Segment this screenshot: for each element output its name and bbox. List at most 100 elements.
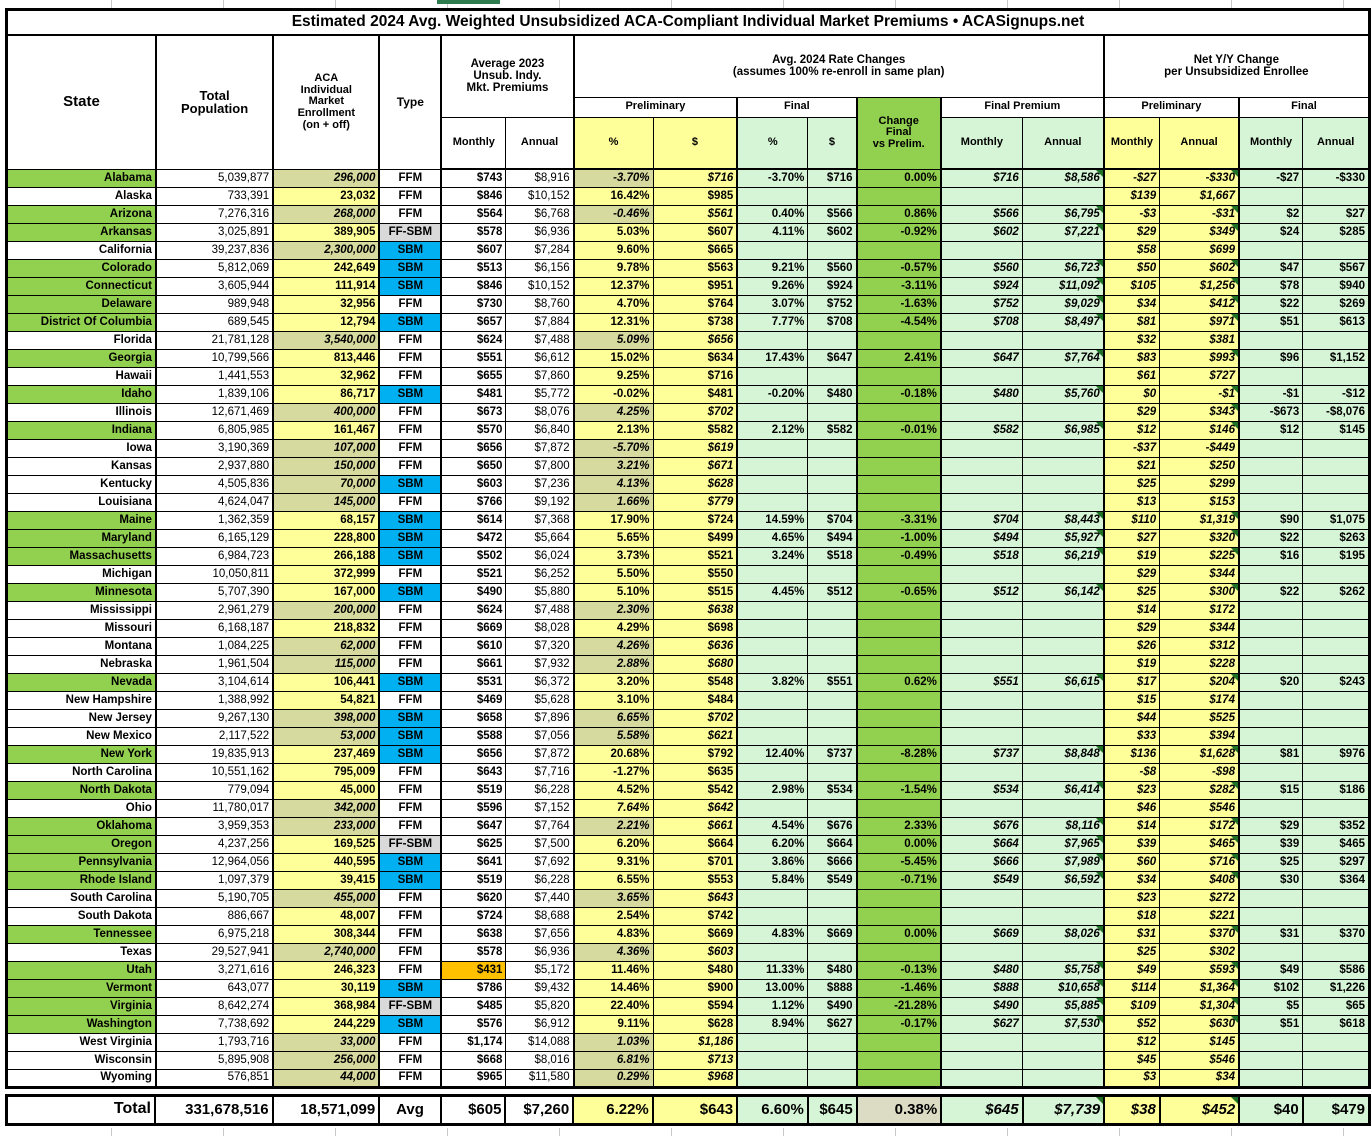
cell-enrollment[interactable]: 44,000 (272, 1068, 380, 1088)
cell-state[interactable]: South Dakota (5, 906, 157, 926)
cell-net-prelim-monthly[interactable]: $136 (1102, 744, 1161, 764)
cell-net-prelim-monthly[interactable]: $34 (1102, 870, 1161, 890)
cell-exchange-type[interactable]: Avg (378, 1094, 442, 1125)
cell-net-prelim-annual[interactable]: $204 (1159, 672, 1240, 692)
cell-2023-monthly-premium[interactable]: $485 (440, 996, 507, 1016)
cell-prelim-rate-usd[interactable]: $515 (652, 582, 738, 602)
cell-prelim-rate-usd[interactable]: $764 (652, 294, 738, 314)
cell-net-prelim-annual[interactable]: $34 (1159, 1068, 1240, 1088)
cell-final-premium-monthly[interactable]: $669 (939, 924, 1023, 944)
cell-state[interactable]: New Jersey (5, 708, 157, 728)
cell-net-final-annual[interactable] (1302, 492, 1370, 512)
cell-final-premium-monthly[interactable] (939, 798, 1023, 818)
cell-state[interactable]: New Hampshire (5, 690, 157, 710)
cell-final-premium-annual[interactable]: $6,723 (1021, 258, 1105, 278)
cell-final-premium-annual[interactable] (1021, 240, 1105, 260)
cell-net-prelim-annual[interactable]: $300 (1159, 582, 1240, 602)
cell-final-rate-usd[interactable] (807, 636, 858, 656)
cell-final-premium-annual[interactable]: $6,615 (1021, 672, 1105, 692)
cell-final-rate-pct[interactable]: 4.83% (736, 924, 809, 944)
cell-enrollment[interactable]: 45,000 (272, 780, 380, 800)
cell-prelim-rate-pct[interactable]: 3.10% (572, 690, 654, 710)
cell-final-rate-usd[interactable] (807, 600, 858, 620)
cell-prelim-rate-usd[interactable]: $484 (652, 690, 738, 710)
cell-final-rate-pct[interactable]: 1.12% (736, 996, 809, 1016)
cell-net-final-annual[interactable]: $1,075 (1302, 510, 1370, 530)
cell-enrollment[interactable]: 233,000 (272, 816, 380, 836)
header-net-prelim-monthly[interactable]: Monthly (1102, 116, 1161, 170)
cell-exchange-type[interactable]: FFM (378, 492, 442, 512)
cell-final-rate-usd[interactable]: $708 (807, 312, 858, 332)
cell-net-prelim-monthly[interactable]: $31 (1102, 924, 1161, 944)
cell-2023-monthly-premium[interactable]: $661 (440, 654, 507, 674)
cell-change-final-vs-prelim[interactable]: -0.65% (855, 582, 942, 602)
cell-final-premium-monthly[interactable] (939, 600, 1023, 620)
cell-net-final-annual[interactable] (1302, 186, 1370, 206)
cell-net-prelim-annual[interactable]: -$31 (1159, 204, 1240, 224)
cell-net-prelim-annual[interactable]: $1,304 (1159, 996, 1240, 1016)
cell-prelim-rate-usd[interactable]: $779 (652, 492, 738, 512)
cell-2023-monthly-premium[interactable]: $724 (440, 906, 507, 926)
cell-final-premium-annual[interactable]: $6,592 (1021, 870, 1105, 890)
cell-change-final-vs-prelim[interactable] (855, 618, 942, 638)
cell-2023-monthly-premium[interactable]: $668 (440, 1050, 507, 1070)
cell-net-prelim-annual[interactable]: $172 (1159, 816, 1240, 836)
cell-prelim-rate-usd[interactable]: $968 (652, 1068, 738, 1088)
cell-final-premium-monthly[interactable]: $518 (939, 546, 1023, 566)
cell-net-prelim-annual[interactable]: $1,319 (1159, 510, 1240, 530)
cell-prelim-rate-pct[interactable]: 6.81% (572, 1050, 654, 1070)
cell-net-final-monthly[interactable] (1237, 942, 1304, 962)
cell-net-prelim-monthly[interactable]: $25 (1102, 582, 1161, 602)
cell-final-rate-usd[interactable] (807, 690, 858, 710)
cell-net-final-monthly[interactable]: $47 (1237, 258, 1304, 278)
cell-net-prelim-monthly[interactable]: $19 (1102, 546, 1161, 566)
cell-prelim-rate-pct[interactable]: 2.21% (572, 816, 654, 836)
cell-net-prelim-monthly[interactable]: $139 (1102, 186, 1161, 206)
cell-population[interactable]: 12,964,056 (154, 852, 274, 872)
cell-change-final-vs-prelim[interactable] (855, 600, 942, 620)
cell-enrollment[interactable]: 256,000 (272, 1050, 380, 1070)
cell-prelim-rate-usd[interactable]: $900 (652, 978, 738, 998)
cell-final-premium-monthly[interactable]: $566 (939, 204, 1023, 224)
cell-net-final-annual[interactable] (1302, 906, 1370, 926)
cell-net-final-annual[interactable]: $195 (1302, 546, 1370, 566)
cell-final-premium-monthly[interactable] (939, 1050, 1023, 1070)
cell-change-final-vs-prelim[interactable]: -8.28% (855, 744, 942, 764)
cell-prelim-rate-usd[interactable]: $542 (652, 780, 738, 800)
cell-change-final-vs-prelim[interactable] (855, 798, 942, 818)
cell-net-final-monthly[interactable] (1237, 636, 1304, 656)
cell-prelim-rate-usd[interactable]: $701 (652, 852, 738, 872)
cell-prelim-rate-usd[interactable]: $664 (652, 834, 738, 854)
cell-net-final-monthly[interactable] (1237, 600, 1304, 620)
cell-final-rate-pct[interactable]: 3.86% (736, 852, 809, 872)
cell-exchange-type[interactable]: FFM (378, 168, 442, 188)
cell-final-rate-usd[interactable]: $664 (807, 834, 858, 854)
cell-net-prelim-annual[interactable]: $602 (1159, 258, 1240, 278)
cell-final-rate-usd[interactable] (807, 618, 858, 638)
cell-final-rate-pct[interactable]: 7.77% (736, 312, 809, 332)
cell-final-rate-pct[interactable]: 6.20% (736, 834, 809, 854)
cell-2023-monthly-premium[interactable]: $610 (440, 636, 507, 656)
cell-exchange-type[interactable]: FFM (378, 438, 442, 458)
cell-exchange-type[interactable]: SBM (378, 384, 442, 404)
cell-2023-annual-premium[interactable]: $8,760 (505, 294, 575, 314)
cell-final-premium-annual[interactable] (1021, 1050, 1105, 1070)
cell-net-final-annual[interactable]: $364 (1302, 870, 1370, 890)
header-preliminary-group[interactable]: Preliminary (572, 96, 738, 118)
cell-final-premium-monthly[interactable] (939, 492, 1023, 512)
cell-2023-annual-premium[interactable]: $10,152 (505, 186, 575, 206)
cell-final-rate-pct[interactable] (736, 726, 809, 746)
cell-final-rate-pct[interactable]: -0.20% (736, 384, 809, 404)
cell-exchange-type[interactable]: SBM (378, 852, 442, 872)
cell-net-final-annual[interactable]: $976 (1302, 744, 1370, 764)
cell-net-prelim-monthly[interactable]: $15 (1102, 690, 1161, 710)
cell-prelim-rate-pct[interactable]: 9.31% (572, 852, 654, 872)
cell-enrollment[interactable]: 2,300,000 (272, 240, 380, 260)
cell-net-final-monthly[interactable]: $22 (1237, 582, 1304, 602)
cell-change-final-vs-prelim[interactable]: 0.38% (855, 1094, 943, 1125)
cell-net-prelim-annual[interactable]: $727 (1159, 366, 1240, 386)
cell-final-rate-usd[interactable]: $494 (807, 528, 858, 548)
cell-final-premium-annual[interactable] (1021, 798, 1105, 818)
cell-prelim-rate-pct[interactable]: 4.52% (572, 780, 654, 800)
cell-enrollment[interactable]: 12,794 (272, 312, 380, 332)
